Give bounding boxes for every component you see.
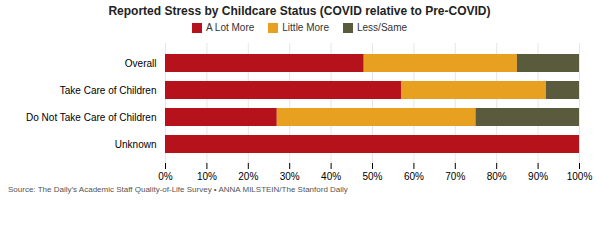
svg-text:Unknown: Unknown [115,139,157,150]
svg-text:60%: 60% [404,171,424,182]
svg-text:50%: 50% [362,171,382,182]
svg-text:20%: 20% [238,171,258,182]
svg-text:Overall: Overall [125,58,157,69]
svg-text:Take Care of Children: Take Care of Children [60,85,157,96]
html-text:Reported Stress by Childcare S: Reported Stress by Childcare Status (COV… [108,4,491,18]
svg-text:30%: 30% [280,171,300,182]
html-text:Source: The Daily’s Academic S: Source: The Daily’s Academic Staff Quali… [8,185,348,195]
svg-text:Do Not Take Care of Children: Do Not Take Care of Children [26,112,156,123]
svg-text:70%: 70% [445,171,465,182]
html-text:Little More: Little More [282,22,329,33]
svg-text:100%: 100% [567,171,593,182]
svg-text:90%: 90% [528,171,548,182]
svg-text:40%: 40% [321,171,341,182]
svg-text:10%: 10% [197,171,217,182]
html-text:Less/Same: Less/Same [357,22,407,33]
html-text:A Lot More: A Lot More [206,22,255,33]
svg-text:0%: 0% [158,171,173,182]
svg-text:80%: 80% [487,171,507,182]
